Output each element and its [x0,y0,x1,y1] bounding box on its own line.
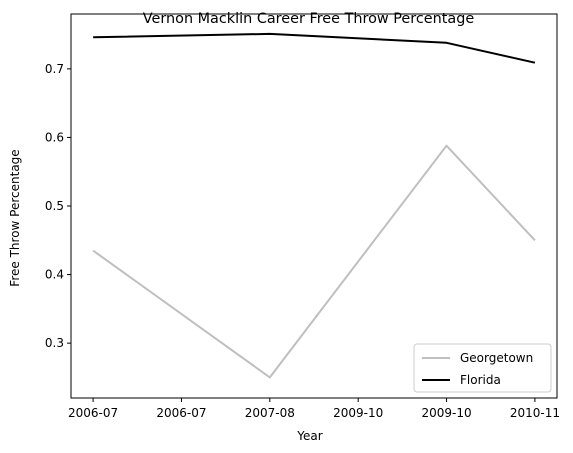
x-tick-label: 2006-07 [156,406,206,420]
x-axis-label: Year [296,429,322,443]
y-tick-label: 0.3 [45,336,64,350]
plot-area [92,32,536,379]
y-tick-label: 0.4 [45,268,64,282]
legend: Georgetown Florida [413,343,552,393]
legend-label-florida: Florida [460,373,501,387]
y-tick-label: 0.5 [45,199,64,213]
series-line-georgetown [92,144,536,379]
y-axis-label: Free Throw Percentage [8,149,22,286]
x-tick-label: 2010-11 [510,406,560,420]
plot-frame [70,13,558,399]
x-tick-label: 2007-08 [245,406,295,420]
y-tick-label: 0.7 [45,62,64,76]
x-tick-label: 2006-07 [68,406,118,420]
x-tick-label: 2009-10 [333,406,383,420]
series-line-florida [93,32,536,64]
legend-label-georgetown: Georgetown [460,351,533,365]
y-axis: 0.3 0.4 0.5 0.6 0.7 [45,62,71,350]
chart-title: Vernon Macklin Career Free Throw Percent… [143,11,475,27]
x-axis: 2006-07 2006-07 2007-08 2009-10 2009-10 2010-… [68,398,560,420]
y-tick-label: 0.6 [45,130,64,144]
x-tick-label: 2009-10 [421,406,471,420]
